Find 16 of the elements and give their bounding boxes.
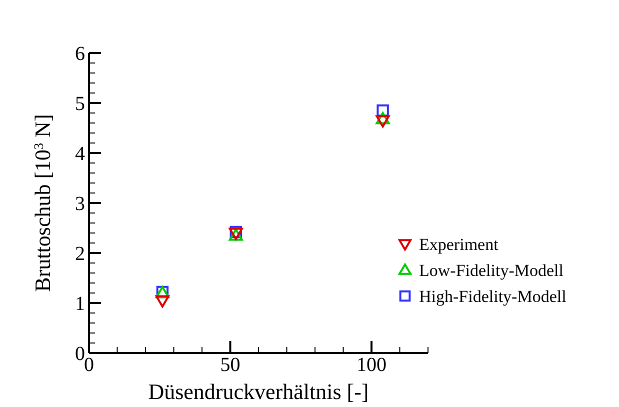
y-tick-label: 4 [75, 143, 85, 165]
point [376, 112, 390, 124]
x-tick-label: 100 [356, 354, 386, 376]
legend-label: Low-Fidelity-Modell [419, 261, 564, 280]
y-tick-label: 1 [75, 293, 85, 315]
y-tick-label: 6 [75, 43, 85, 65]
y-tick-label: 5 [75, 93, 85, 115]
x-tick-label: 50 [220, 354, 240, 376]
legend-label: High-Fidelity-Modell [419, 287, 567, 306]
point [376, 104, 389, 117]
legend-label: Experiment [419, 235, 499, 254]
point [155, 295, 170, 308]
y-tick-label: 2 [75, 243, 85, 265]
point [376, 115, 390, 128]
x-axis-title: Düsendruckverhältnis [-] [148, 379, 369, 404]
y-tick-label: 3 [75, 193, 85, 215]
